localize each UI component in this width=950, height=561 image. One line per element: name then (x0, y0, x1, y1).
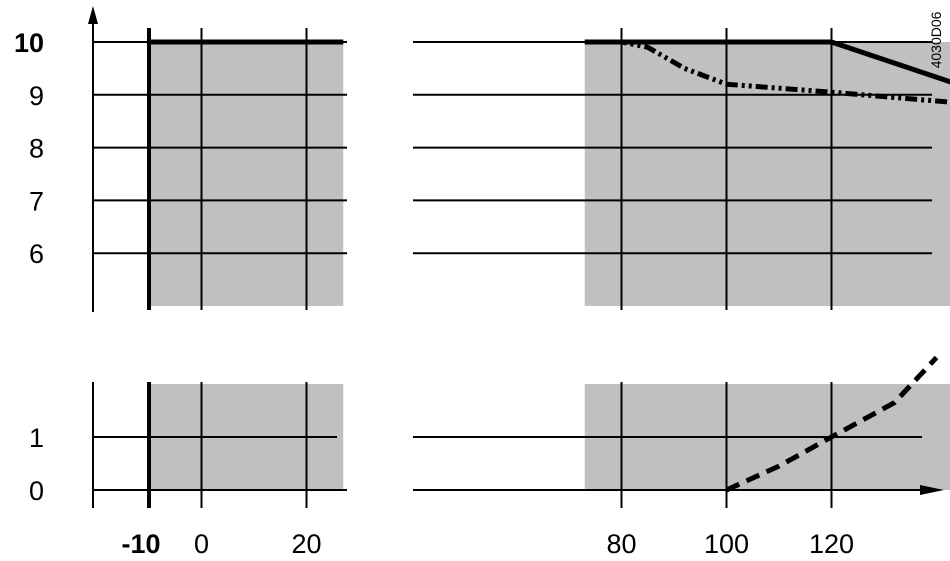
x-tick-label-100: 100 (704, 529, 749, 559)
upper-y-tick-label-6: 6 (29, 239, 44, 269)
series-lines (149, 39, 950, 493)
upper-y-tick-label-10: 10 (14, 28, 44, 58)
shaded-regions (149, 42, 950, 490)
upper-panel-series-solid-segment-1 (584, 39, 950, 85)
grid-lines (93, 28, 932, 508)
upper-y-tick-label-9: 9 (29, 81, 44, 111)
upper-y-tick-label-8: 8 (29, 134, 44, 164)
upper-y-tick-label-7: 7 (29, 186, 44, 216)
lower-y-tick-label-1: 1 (29, 423, 44, 453)
x-axis-arrow (920, 485, 944, 495)
upper-panel-series-dash-dot-segment-0 (584, 39, 950, 105)
x-tick-label--10: -10 (121, 529, 160, 559)
x-tick-label-80: 80 (606, 529, 636, 559)
x-tick-label-20: 20 (291, 529, 321, 559)
lower-y-tick-label-0: 0 (29, 476, 44, 506)
upper-panel-shaded-region-1 (584, 42, 950, 306)
figure-code: 4030D06 (928, 11, 944, 68)
y-axis-arrow (88, 6, 98, 24)
upper-panel-shaded-region-0 (149, 42, 344, 306)
x-tick-label-120: 120 (809, 529, 854, 559)
axes (88, 6, 944, 508)
lower-panel-series-dashed-segment-0 (725, 355, 939, 493)
x-tick-label-0: 0 (194, 529, 209, 559)
